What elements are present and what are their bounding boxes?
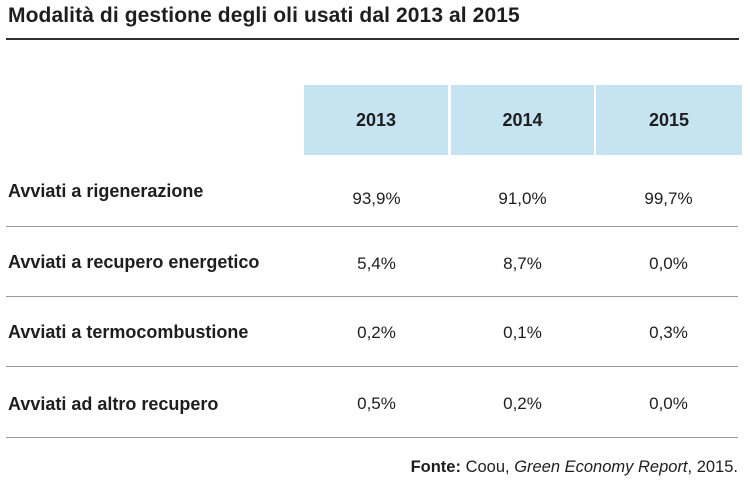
table-cell: 8,7%: [503, 254, 542, 273]
source-note: Fonte: Coou, Green Economy Report, 2015.: [411, 458, 738, 477]
table-cell: 93,9%: [352, 189, 401, 208]
table-cell: 0,0%: [649, 254, 688, 273]
row-divider: [6, 366, 738, 367]
table-cell: 0,2%: [503, 394, 542, 413]
column-header-2015: 2015: [596, 85, 742, 155]
source-suffix: , 2015.: [687, 458, 738, 476]
row-label-recupero-energetico: Avviati a recupero energetico: [8, 252, 260, 272]
column-header-2013: 2013: [304, 85, 448, 155]
row-divider: [6, 296, 738, 297]
table-cell: 0,1%: [503, 323, 542, 342]
table-cell: 0,0%: [649, 394, 688, 413]
table-cell: 5,4%: [357, 254, 396, 273]
row-label-altro-recupero: Avviati ad altro recupero: [8, 394, 219, 414]
title-divider: [6, 38, 739, 40]
source-report: Green Economy Report: [514, 458, 688, 476]
row-divider: [6, 226, 738, 227]
source-prefix: Fonte:: [410, 458, 461, 476]
table-cell: 0,5%: [357, 394, 396, 413]
column-header-2014: 2014: [451, 85, 594, 155]
source-org: Coou,: [465, 458, 510, 476]
table-cell: 91,0%: [498, 189, 547, 208]
row-divider: [6, 437, 738, 438]
row-label-rigenerazione: Avviati a rigenerazione: [8, 181, 204, 201]
row-label-termocombustione: Avviati a termocombustione: [8, 322, 249, 342]
table-cell: 0,3%: [649, 323, 688, 342]
page-title: Modalità di gestione degli oli usati dal…: [8, 4, 520, 27]
table-cell: 99,7%: [644, 189, 693, 208]
table-cell: 0,2%: [357, 323, 396, 342]
